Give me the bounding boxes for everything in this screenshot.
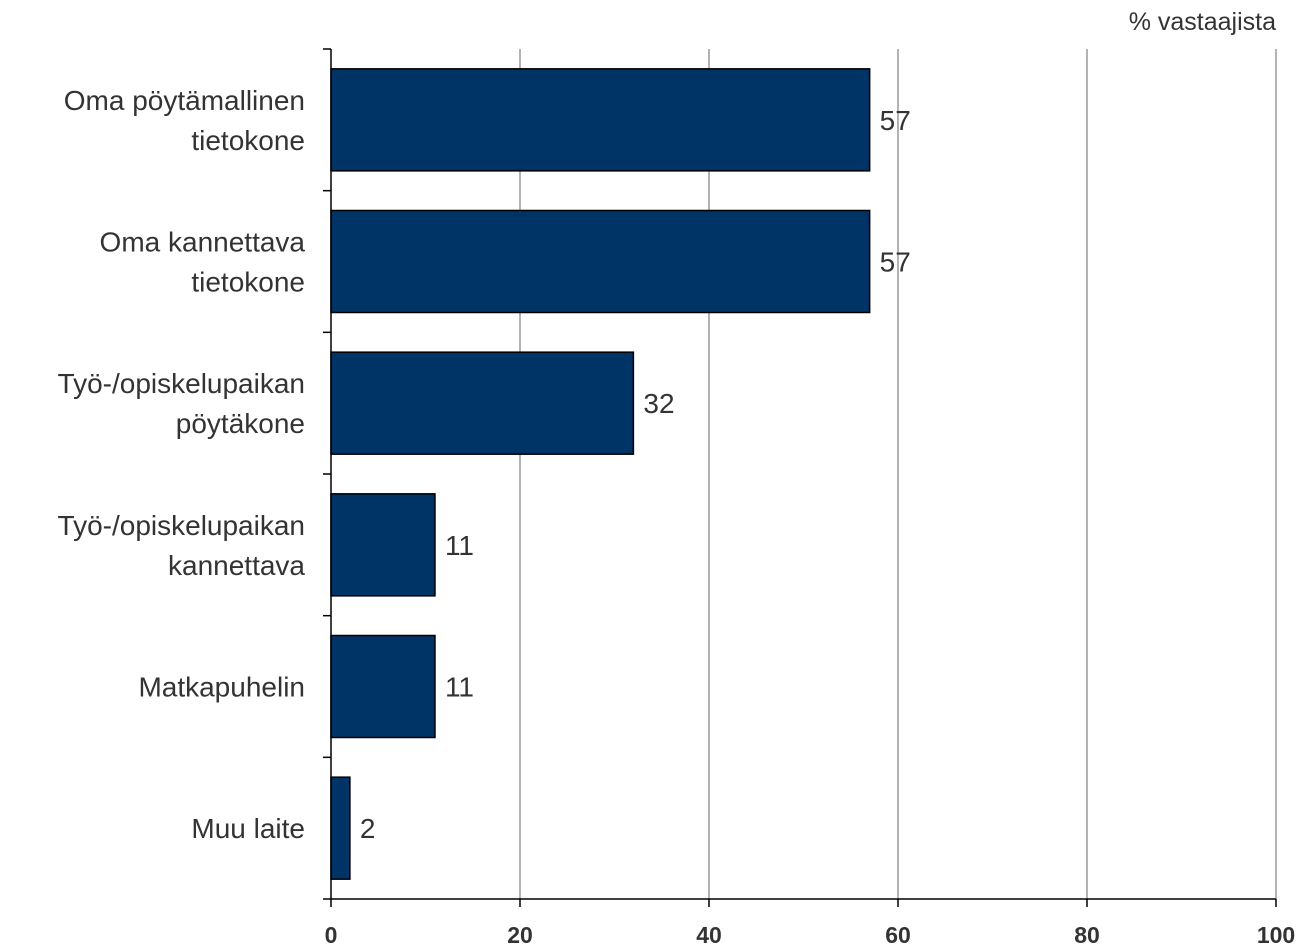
grid-lines	[519, 49, 1277, 899]
data-label: 32	[643, 388, 674, 419]
x-tick-label: 0	[325, 922, 338, 948]
x-tick-label: 20	[507, 922, 533, 948]
bar	[330, 209, 871, 314]
x-tick-label: 80	[1074, 922, 1100, 948]
category-label: Matkapuhelin	[138, 672, 305, 703]
bar	[330, 776, 351, 880]
bar	[330, 634, 436, 739]
data-label: 2	[360, 813, 376, 844]
data-label: 11	[445, 530, 474, 561]
data-label: 11	[445, 672, 474, 703]
unit-label: % vastaajista	[1128, 8, 1276, 36]
data-label: 57	[880, 247, 911, 278]
category-label: pöytäkone	[176, 408, 305, 439]
category-label: kannettava	[168, 550, 305, 581]
category-label: tietokone	[191, 267, 305, 298]
category-label: tietokone	[191, 125, 305, 156]
category-label: Työ-/opiskelupaikan	[58, 368, 305, 399]
category-label: Työ-/opiskelupaikan	[58, 510, 305, 541]
bar	[330, 351, 635, 455]
category-label: Oma pöytämallinen	[64, 85, 305, 116]
x-tick-label: 60	[885, 922, 911, 948]
data-label: 57	[880, 105, 911, 136]
labels: 0 20 40 60 80 100 Oma pöytämallinen tietokone 57…	[58, 85, 1296, 948]
bar	[330, 493, 436, 597]
x-tick-label: 100	[1257, 922, 1295, 948]
x-tick-label: 40	[696, 922, 722, 948]
category-label: Oma kannettava	[100, 227, 306, 258]
bars	[330, 68, 871, 880]
bar	[330, 68, 871, 172]
category-label: Muu laite	[191, 813, 305, 844]
axes	[323, 48, 1277, 907]
